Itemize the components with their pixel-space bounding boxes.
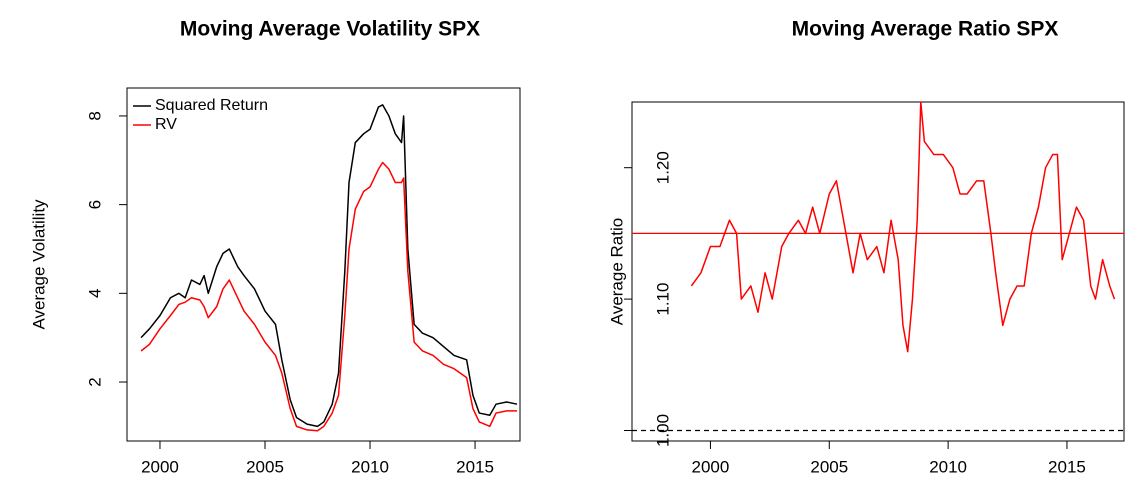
plot-box [126,87,521,442]
y-tick-label: 1.10 [653,283,672,316]
y-tick-label: 6 [85,200,104,209]
x-tick-label: 2015 [1048,457,1086,476]
y-tick-label: 4 [85,289,104,298]
y-tick-label: 8 [85,111,104,120]
x-tick-label: 2000 [141,457,179,476]
series-line [690,101,1116,353]
x-tick-label: 2005 [246,457,284,476]
y-tick-label: 1.20 [653,151,672,184]
chart-title: Moving Average Ratio SPX [792,18,1059,41]
y-tick-label: 2 [85,377,104,386]
plot-box [631,101,1125,442]
x-tick-label: 2010 [351,457,389,476]
series-line [140,104,518,428]
x-tick-label: 2005 [810,457,848,476]
x-tick-label: 2010 [929,457,967,476]
chart-title: Moving Average Volatility SPX [180,18,480,41]
legend-label: RV [155,116,177,133]
x-tick-label: 2015 [456,457,494,476]
y-axis-label: Average Volatility [29,199,48,330]
x-tick-label: 2000 [692,457,730,476]
series-line [140,161,518,432]
legend-label: Squared Return [155,97,268,114]
y-axis-label: Average Ratio [607,218,626,325]
